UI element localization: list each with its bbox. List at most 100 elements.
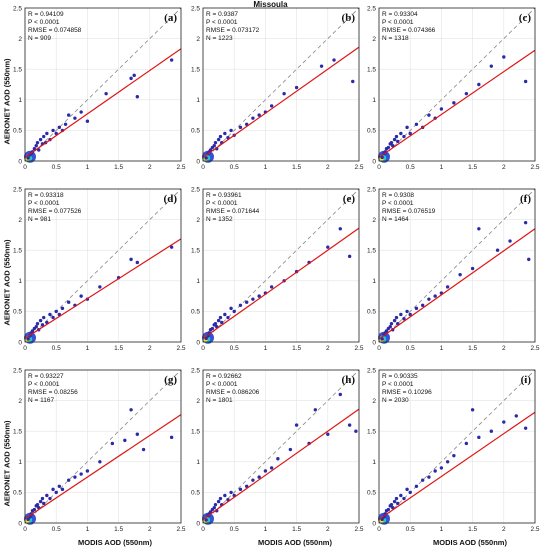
panel-6-point [394, 315, 399, 320]
panel-3-point [502, 55, 506, 59]
panel-2-point [212, 144, 216, 148]
panel-8-y-tick-label: 1 [196, 459, 200, 466]
panel-4-x-tick-label: 1.5 [114, 345, 123, 352]
panel-8-point [347, 423, 352, 427]
panel-9-stat-4: N = 2030 [382, 397, 409, 404]
panel-6-point [402, 317, 406, 321]
panel-1-fit-line [24, 48, 182, 158]
panel-5-stat-2: P < 0.0001 [206, 200, 238, 207]
panel-6-axes-frame [378, 188, 536, 343]
panel-1-point [57, 125, 62, 130]
panel-8-point [288, 447, 293, 452]
panel-6-point [408, 312, 412, 317]
panel-8-point [251, 478, 255, 482]
panel-8-y-tick-label: 0.5 [191, 490, 200, 497]
panel-7-point [51, 487, 55, 492]
panel-7-stat-4: N = 1167 [28, 397, 54, 404]
panel-6-point [495, 248, 500, 252]
panel-3-y-tick-label: 1 [372, 97, 376, 104]
panel-7-y-tick-label: 2.5 [13, 367, 22, 374]
panel-8-x-tick-label: 2.5 [354, 526, 363, 533]
panel-4-stat-1: R = 0.93318 [28, 192, 64, 199]
panel-9-x-tick-label: 2.5 [530, 526, 539, 533]
panel-9-y-tick-label: 1.5 [367, 429, 376, 436]
panel-9-point [386, 507, 391, 512]
panel-4-point [54, 309, 58, 314]
panel-1-point [169, 58, 174, 62]
panel-6-x-tick-label: 2.5 [530, 345, 539, 352]
panel-6-fit-line [378, 228, 536, 340]
panel-7-x-tick-label: 1 [86, 526, 90, 533]
panel-3-point [477, 82, 481, 87]
panel-6-x-tick-label: 1.5 [468, 345, 477, 352]
panel-7-point [57, 484, 62, 488]
panel-8-stat-1: R = 0.92662 [206, 373, 242, 380]
panel-3-point [405, 125, 409, 130]
panel-9-point [396, 501, 400, 506]
panel-1-point [45, 131, 49, 136]
panel-6-y-tick-label: 2 [372, 217, 376, 224]
panel-4-point [42, 315, 46, 320]
panel-3-point [394, 134, 399, 139]
panel-8-point [244, 484, 249, 488]
panel-6-one-to-one-line [378, 188, 536, 343]
panel-8-point [269, 466, 274, 470]
panel-6-point [399, 312, 403, 317]
panel-4-axes-frame [24, 188, 182, 343]
panel-9-point [523, 426, 528, 430]
panel-7-point [85, 469, 90, 473]
panel-4-label: (d) [164, 193, 178, 205]
panel-2-x-tick-label: 2 [326, 164, 330, 171]
panel-1-y-tick-label: 0.5 [13, 128, 22, 135]
panel-7-point [141, 447, 146, 452]
panel-3-label: (c) [519, 12, 532, 24]
panel-3-point [399, 131, 403, 136]
panel-5-x-tick-label: 0.5 [230, 345, 239, 352]
panel-1-y-tick-label: 2.5 [13, 5, 22, 12]
panel-5-point [210, 326, 215, 331]
panel-3-x-tick-label: 1.5 [468, 164, 477, 171]
panel-8-point [218, 496, 223, 501]
panel-6-x-tick-label: 0 [377, 345, 381, 352]
panel-4-fit-line [24, 238, 182, 339]
panel-3-x-tick-label: 0 [377, 164, 381, 171]
panel-3-x-tick-label: 1 [440, 164, 444, 171]
panel-7-point [38, 499, 43, 504]
panel-9-point [433, 469, 437, 473]
panel-4-point [135, 260, 140, 265]
panel-8-point [204, 518, 208, 522]
panel-3-point [392, 137, 397, 142]
panel-5-x-tick-label: 0 [201, 345, 205, 352]
panel-9-point [402, 496, 406, 501]
panel-9-point [464, 441, 469, 446]
panel-6-stat-4: N = 1464 [382, 216, 409, 223]
panel-3-x-tick-label: 0.5 [406, 164, 415, 171]
panel-9-y-tick-label: 0 [372, 520, 376, 527]
panel-1-x-tick-label: 2.5 [176, 164, 185, 171]
panel-2-x-tick-label: 0.5 [230, 164, 239, 171]
panel-3-point [391, 144, 395, 148]
panel-2-point [213, 140, 218, 145]
panel-6-point [458, 272, 462, 277]
panel-2-label: (b) [342, 12, 356, 24]
panel-6-point [523, 220, 528, 225]
panel-7-point [98, 460, 102, 464]
panel-3-point [408, 131, 412, 136]
panel-1-point [26, 156, 30, 160]
panel-7-y-tick-label: 2 [18, 398, 22, 405]
panel-7-point [129, 408, 133, 412]
panel-7-axes-frame [24, 369, 182, 524]
panel-8-point [326, 432, 330, 436]
panel-1-stat-3: RMSE = 0.074858 [28, 27, 82, 34]
panel-5-point [232, 309, 236, 314]
panel-5-point [326, 245, 330, 249]
panel-8-point [338, 392, 342, 397]
panel-4-point [34, 325, 38, 329]
panel-8-stat-4: N = 1801 [206, 397, 233, 404]
panel-2-point [294, 85, 299, 90]
panel-1-label: (a) [164, 12, 177, 24]
panel-5-point [216, 318, 221, 323]
panel-7-y-tick-label: 0.5 [13, 490, 22, 497]
panel-9-point [408, 490, 412, 495]
panel-2-x-tick-label: 0 [201, 164, 205, 171]
